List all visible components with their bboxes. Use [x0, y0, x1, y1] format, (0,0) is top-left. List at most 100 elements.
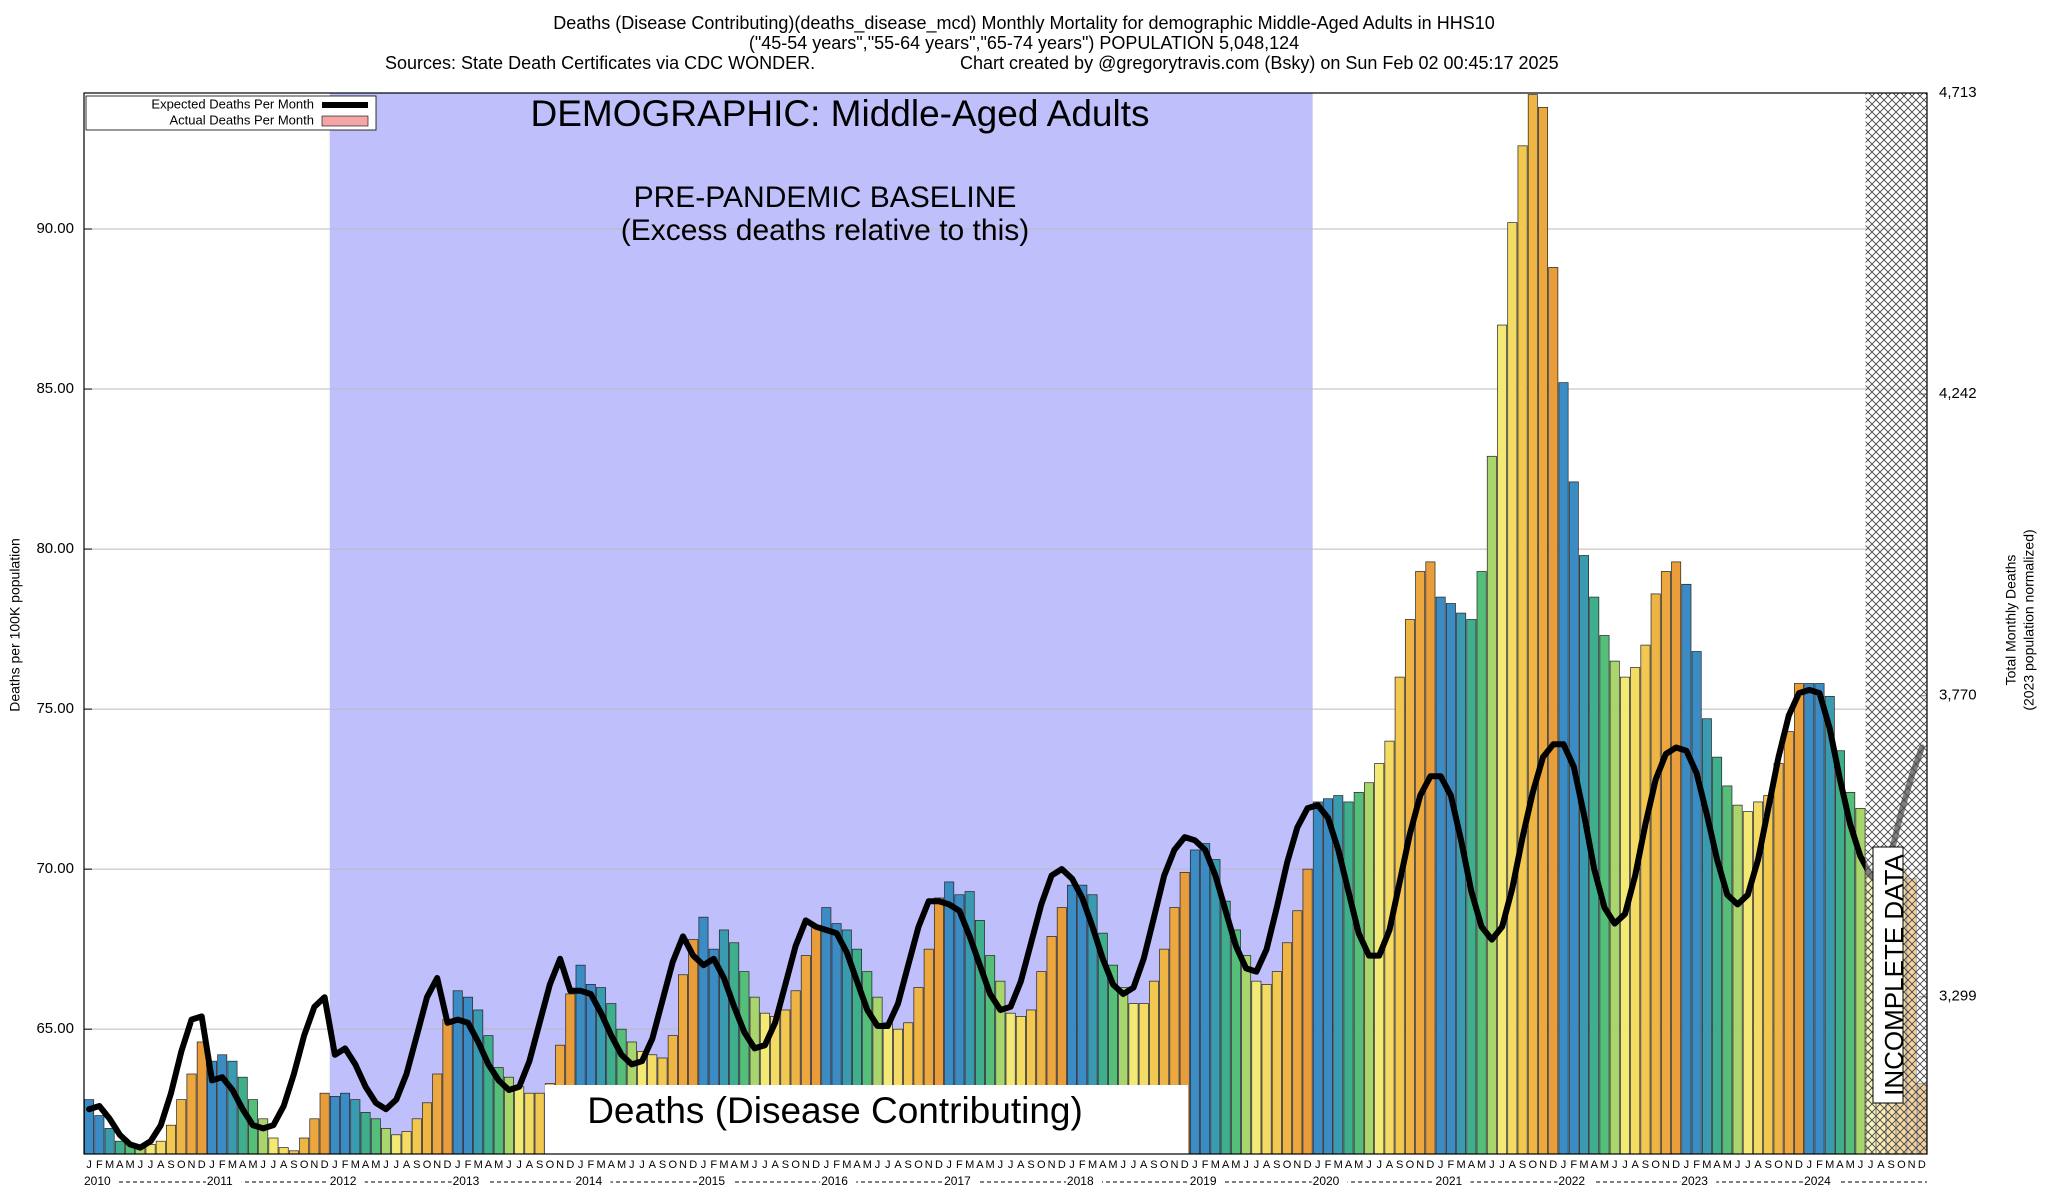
x-tick-label: M	[1600, 1159, 1609, 1171]
x-tick-label: O	[1774, 1159, 1783, 1171]
x-tick-label: J	[885, 1159, 891, 1171]
x-tick-label: D	[1181, 1159, 1189, 1171]
y2-tick-label: 4,242	[1939, 385, 1977, 402]
x-tick-label: M	[1477, 1159, 1486, 1171]
x-tick-label: D	[1426, 1159, 1434, 1171]
x-tick-label: J	[1131, 1159, 1137, 1171]
x-tick-label: A	[608, 1159, 616, 1171]
x-tick-label: O	[546, 1159, 555, 1171]
x-tick-label: J	[332, 1159, 338, 1171]
x-tick-label: M	[228, 1159, 237, 1171]
x-tick-label: F	[956, 1159, 963, 1171]
bar	[166, 1124, 177, 1155]
x-tick-label: J	[1192, 1159, 1198, 1171]
year-label: 2014	[575, 1174, 602, 1188]
x-tick-label: A	[280, 1159, 288, 1171]
annotation: (Excess deaths relative to this)	[621, 214, 1030, 247]
bar	[340, 1092, 351, 1155]
x-tick-label: M	[986, 1159, 995, 1171]
y-axis-label: Deaths per 100K population	[7, 538, 23, 712]
bar	[1282, 942, 1293, 1155]
x-tick-label: A	[1140, 1159, 1148, 1171]
x-tick-label: M	[1457, 1159, 1466, 1171]
x-tick-label: N	[188, 1159, 196, 1171]
x-tick-label: M	[125, 1159, 134, 1171]
x-tick-label: O	[423, 1159, 432, 1171]
bar	[196, 1041, 207, 1155]
x-tick-label: M	[105, 1159, 114, 1171]
year-label: 2021	[1436, 1174, 1463, 1188]
x-tick-label: A	[1222, 1159, 1230, 1171]
x-tick-label: M	[1825, 1159, 1834, 1171]
x-tick-label: S	[1887, 1159, 1894, 1171]
bar	[1302, 868, 1313, 1155]
x-tick-label: J	[1561, 1159, 1567, 1171]
x-tick-label: F	[96, 1159, 103, 1171]
bar	[176, 1099, 187, 1155]
annotation: Deaths (Disease Contributing)	[587, 1090, 1083, 1131]
bar	[104, 1128, 115, 1155]
x-tick-label: N	[1908, 1159, 1916, 1171]
year-label-bg	[205, 1174, 242, 1190]
x-tick-label: J	[1735, 1159, 1741, 1171]
x-tick-label: J	[639, 1159, 645, 1171]
x-tick-label: F	[833, 1159, 840, 1171]
x-tick-label: J	[1868, 1159, 1874, 1171]
x-tick-label: N	[1170, 1159, 1178, 1171]
bar	[1507, 222, 1518, 1155]
bar	[1548, 267, 1559, 1155]
x-tick-label: D	[444, 1159, 452, 1171]
y-tick-label: 80.00	[36, 540, 74, 557]
bar	[1712, 756, 1723, 1155]
x-tick-label: D	[689, 1159, 697, 1171]
year-label: 2011	[207, 1174, 233, 1188]
bar	[1671, 561, 1682, 1155]
x-tick-label: J	[1008, 1159, 1014, 1171]
bar	[1834, 750, 1845, 1155]
legend-label: Actual Deaths Per Month	[169, 112, 314, 127]
x-tick-label: O	[791, 1159, 800, 1171]
x-tick-label: M	[1334, 1159, 1343, 1171]
x-tick-label: J	[1243, 1159, 1249, 1171]
x-tick-label: S	[659, 1159, 666, 1171]
x-tick-label: A	[976, 1159, 984, 1171]
x-tick-label: M	[1108, 1159, 1117, 1171]
x-tick-label: O	[1283, 1159, 1292, 1171]
x-tick-label: S	[1519, 1159, 1526, 1171]
bar	[299, 1137, 310, 1155]
bar	[1425, 561, 1436, 1155]
x-tick-label: S	[1765, 1159, 1772, 1171]
bar	[1271, 971, 1282, 1155]
bar	[1343, 801, 1354, 1155]
bar	[1364, 782, 1374, 1155]
x-tick-label: N	[556, 1159, 564, 1171]
x-tick-label: O	[1897, 1159, 1906, 1171]
x-tick-label: O	[668, 1159, 677, 1171]
bar	[1650, 593, 1661, 1155]
x-tick-label: J	[998, 1159, 1004, 1171]
x-tick-label: J	[394, 1159, 400, 1171]
x-tick-label: F	[587, 1159, 594, 1171]
x-tick-label: J	[1858, 1159, 1864, 1171]
year-label-bg	[328, 1174, 365, 1190]
x-tick-label: J	[1684, 1159, 1690, 1171]
x-tick-label: A	[157, 1159, 165, 1171]
x-tick-label: J	[516, 1159, 522, 1171]
x-tick-label: M	[351, 1159, 360, 1171]
x-tick-label: J	[629, 1159, 635, 1171]
bar	[1261, 984, 1272, 1155]
bar	[1241, 955, 1252, 1155]
x-tick-label: A	[1263, 1159, 1271, 1171]
x-tick-label: O	[177, 1159, 186, 1171]
x-tick-label: M	[1702, 1159, 1711, 1171]
plot-frame	[83, 92, 1928, 1155]
year-label: 2019	[1190, 1174, 1217, 1188]
y-tick-label: 65.00	[36, 1020, 74, 1037]
x-tick-label: D	[812, 1159, 820, 1171]
x-tick-label: D	[198, 1159, 206, 1171]
x-tick-label: M	[617, 1159, 626, 1171]
x-tick-label: J	[701, 1159, 707, 1171]
x-tick-label: J	[1489, 1159, 1495, 1171]
year-label: 2018	[1067, 1174, 1094, 1188]
